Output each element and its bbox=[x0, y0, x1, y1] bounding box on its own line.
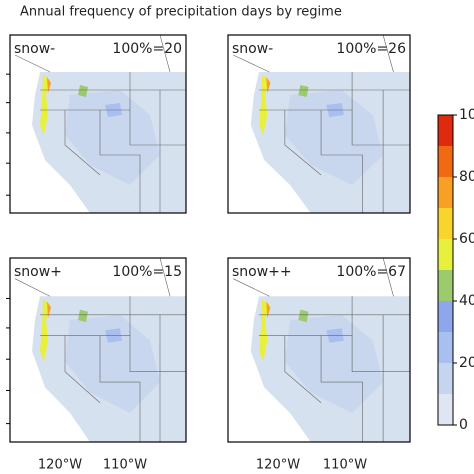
panel-label: snow- bbox=[14, 41, 55, 57]
colorbar-step bbox=[438, 332, 453, 363]
panel-total: 100%=26 bbox=[336, 41, 406, 57]
panel-label: snow- bbox=[232, 41, 273, 57]
panel-total: 100%=20 bbox=[112, 41, 182, 57]
map-content bbox=[14, 35, 186, 213]
colorbar-frame bbox=[437, 114, 454, 426]
colorbar-tick-label: 40 bbox=[459, 293, 474, 309]
colorbar-tick-label: 80 bbox=[459, 169, 474, 185]
colorbar-step bbox=[438, 239, 453, 270]
colorbar-step bbox=[438, 363, 453, 394]
panel-total: 100%=67 bbox=[336, 264, 406, 280]
panel-frame bbox=[9, 34, 187, 214]
map-panel bbox=[232, 35, 410, 213]
map-content bbox=[232, 35, 410, 213]
colorbar-step bbox=[438, 301, 453, 332]
panel-label: snow+ bbox=[14, 264, 62, 280]
title: Annual frequency of precipitation days b… bbox=[20, 5, 342, 20]
colorbar-step bbox=[438, 146, 453, 177]
panel-frame bbox=[227, 257, 411, 443]
panel-frame bbox=[227, 34, 411, 214]
map-panel bbox=[232, 258, 410, 442]
colorbar-tick-label: 100 bbox=[459, 107, 474, 123]
colorbar-tick-label: 0 bbox=[459, 417, 468, 433]
colorbar-step bbox=[438, 270, 453, 301]
map-panel bbox=[14, 258, 186, 442]
colorbar-step bbox=[438, 177, 453, 208]
x-label: 110°W bbox=[103, 458, 147, 473]
panel-frame bbox=[9, 257, 187, 443]
colorbar-tick-label: 20 bbox=[459, 355, 474, 371]
colorbar-step bbox=[438, 208, 453, 239]
map-field bbox=[232, 258, 410, 442]
x-label: 120°W bbox=[256, 458, 300, 473]
map-panel bbox=[14, 35, 186, 213]
x-label: 110°W bbox=[323, 458, 367, 473]
map-field bbox=[232, 35, 410, 213]
map-content bbox=[232, 258, 410, 442]
colorbar-tick-label: 60 bbox=[459, 231, 474, 247]
map-content bbox=[14, 258, 186, 442]
panel-label: snow++ bbox=[232, 264, 292, 280]
x-label: 120°W bbox=[38, 458, 82, 473]
colorbar-step bbox=[438, 115, 453, 146]
map-field bbox=[14, 258, 186, 442]
panel-total: 100%=15 bbox=[112, 264, 182, 280]
colorbar-step bbox=[438, 394, 453, 425]
map-field bbox=[14, 35, 186, 213]
